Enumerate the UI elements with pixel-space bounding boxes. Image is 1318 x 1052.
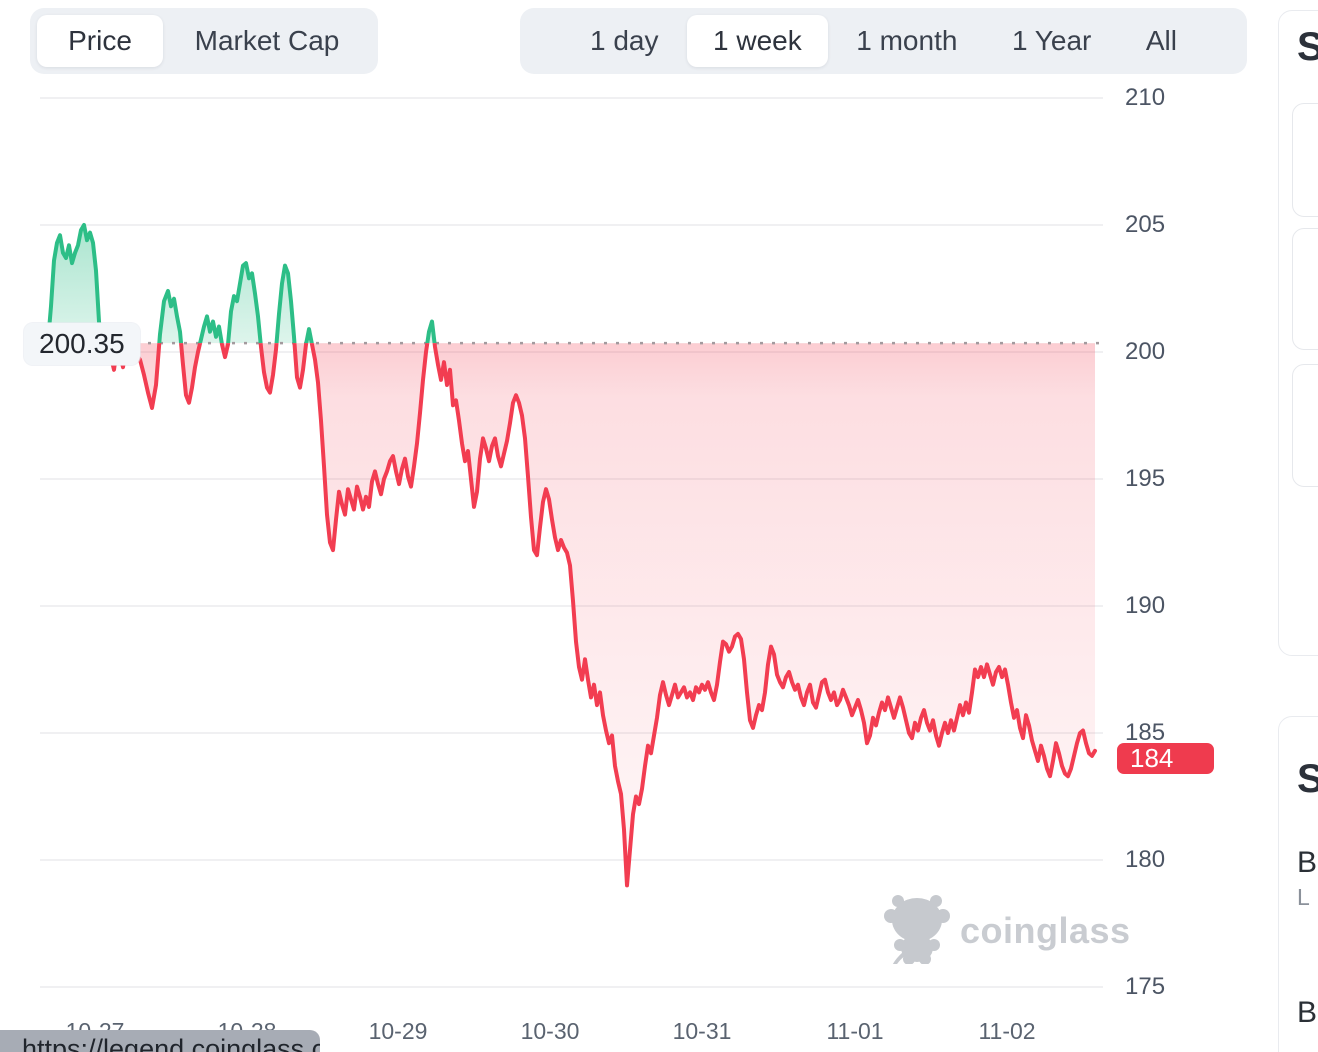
right-sidebar-panel-2: S B L B: [1278, 716, 1318, 1052]
x-axis-label: 11-02: [978, 1018, 1036, 1044]
tab-1-month[interactable]: 1 month: [856, 25, 958, 56]
metric-toggle-group: Price Market Cap: [30, 8, 378, 74]
tab-all[interactable]: All: [1145, 25, 1177, 56]
y-axis-label: 190: [1125, 592, 1166, 619]
time-range-group: 1 day 1 week 1 month 1 Year All: [520, 8, 1247, 74]
y-axis-label: 175: [1125, 973, 1166, 1000]
coinglass-watermark: coinglass: [884, 892, 1131, 969]
y-axis-label: 200: [1125, 338, 1166, 365]
x-axis-label: 10-30: [520, 1018, 580, 1044]
current-price-badge: 184: [1117, 743, 1214, 774]
sidebar2-row1-sub-partial: L: [1297, 884, 1310, 910]
sidebar2-row1-partial: B: [1297, 846, 1318, 879]
x-axis-label: 11-01: [826, 1018, 884, 1044]
right-sidebar-panel: S: [1278, 10, 1318, 656]
sidebar-card[interactable]: [1292, 103, 1318, 217]
sidebar2-heading-partial: S: [1297, 757, 1318, 801]
sidebar2-row2-partial: B: [1297, 996, 1318, 1029]
y-axis-label: 180: [1125, 846, 1166, 873]
coinglass-bull-icon: [884, 892, 950, 969]
tab-1-year[interactable]: 1 Year: [1011, 25, 1092, 56]
watermark-label: coinglass: [960, 909, 1131, 951]
tab-1-week[interactable]: 1 week: [687, 15, 828, 67]
status-bar-link-tooltip: https://legend.coinglass.com: [0, 1030, 320, 1052]
y-axis-label: 210: [1125, 84, 1166, 111]
tab-market-cap[interactable]: Market Cap: [194, 25, 340, 56]
y-axis-label: 195: [1125, 465, 1166, 492]
y-axis-label: 185: [1125, 719, 1166, 746]
sidebar-heading-partial: S: [1297, 25, 1318, 69]
x-axis-label: 10-29: [368, 1018, 428, 1044]
tab-price[interactable]: Price: [37, 15, 163, 67]
x-axis-label: 10-31: [672, 1018, 732, 1044]
baseline-price-label: 200.35: [24, 323, 140, 365]
sidebar-card[interactable]: [1292, 228, 1318, 350]
sidebar-card[interactable]: [1292, 364, 1318, 487]
tab-1-day[interactable]: 1 day: [590, 25, 659, 56]
y-axis-label: 205: [1125, 211, 1166, 238]
